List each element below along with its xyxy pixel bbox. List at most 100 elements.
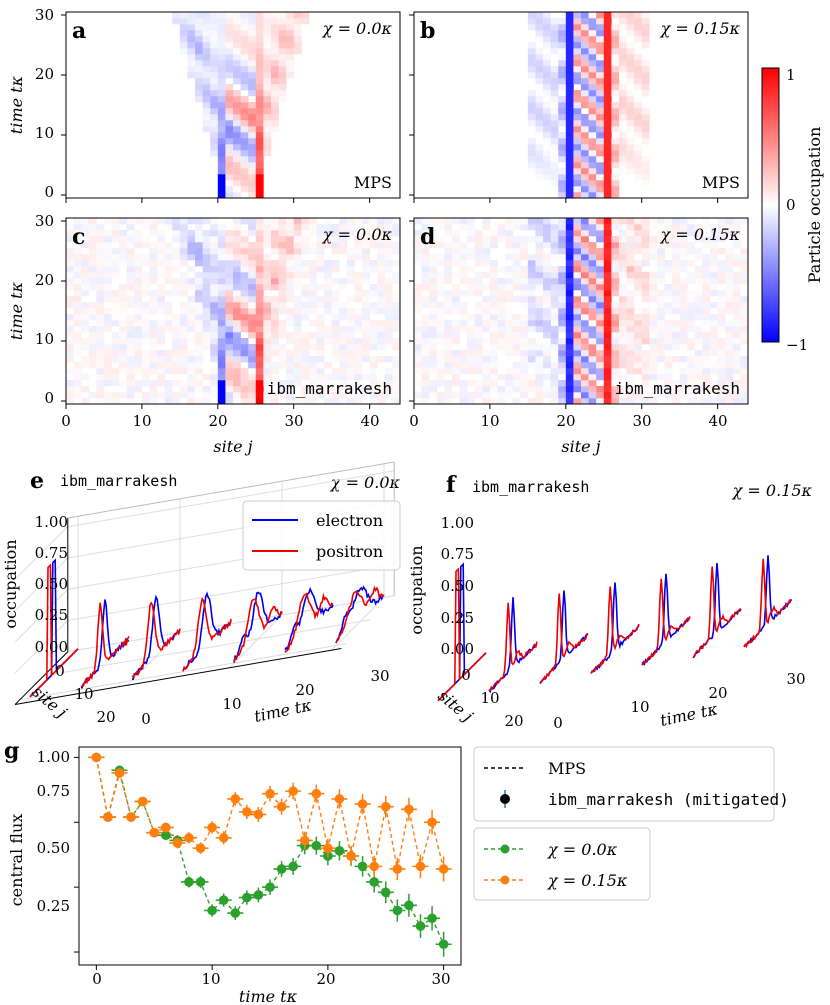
heatmap-cell <box>255 108 264 115</box>
heatmap-cell <box>429 386 438 393</box>
electron-trace <box>233 591 283 662</box>
heatmap-cell <box>581 296 589 303</box>
heatmap-cell <box>679 356 688 363</box>
heatmap-cell <box>248 230 257 237</box>
heatmap-cell <box>558 344 567 351</box>
heatmap-cell <box>588 332 597 339</box>
heatmap-cell <box>505 344 513 351</box>
heatmap-cell <box>725 398 734 405</box>
heatmap-cell <box>308 368 317 375</box>
heatmap-cell <box>103 230 112 237</box>
heatmap-cell <box>278 42 287 49</box>
heatmap-cell <box>672 290 680 297</box>
heatmap-cell <box>225 338 234 345</box>
heatmap-cell <box>195 320 203 327</box>
heatmap-cell <box>497 218 506 225</box>
heatmap-cell <box>187 66 196 73</box>
heatmap-cell <box>81 362 90 369</box>
electron-trace <box>488 597 538 694</box>
heatmap-cell <box>520 224 529 231</box>
heatmap-cell <box>270 42 279 49</box>
heatmap-cell <box>573 126 582 133</box>
heatmap-cell <box>664 308 673 315</box>
heatmap-cell <box>263 284 272 291</box>
heatmap-cell <box>444 326 453 333</box>
heatmap-cell <box>270 120 279 127</box>
heatmap-cell <box>603 192 612 199</box>
heatmap-cell <box>489 326 498 333</box>
heatmap-cell <box>596 314 605 321</box>
heatmap-cell <box>717 398 726 405</box>
heatmap-cell <box>217 278 226 285</box>
heatmap-cell <box>301 338 310 345</box>
heatmap-cell <box>179 260 188 267</box>
heatmap-cell <box>429 296 438 303</box>
legend-3d: electron positron <box>242 500 401 571</box>
heatmap-cell <box>603 84 612 91</box>
heatmap-cell <box>679 284 688 291</box>
heatmap-cell <box>384 326 393 333</box>
heatmap-cell <box>384 290 393 297</box>
heatmap-cell <box>331 314 340 321</box>
heatmap-cell <box>172 314 181 321</box>
heatmap-cell <box>558 180 567 187</box>
heatmap-cell <box>119 284 128 291</box>
heatmap-cell <box>73 230 82 237</box>
heatmap-cell <box>202 218 211 225</box>
heatmap-cell <box>603 174 612 181</box>
heatmap-cell <box>482 260 491 267</box>
heatmap-cell <box>119 320 128 327</box>
heatmap-cell <box>141 302 150 309</box>
heatmap-cell <box>362 386 370 393</box>
heatmap-cell <box>111 272 120 279</box>
heatmap-cell <box>286 48 295 55</box>
heatmap-cell <box>436 260 445 267</box>
heatmap-cell <box>187 380 196 387</box>
heatmap-cell <box>596 60 605 67</box>
heatmap-cell <box>474 278 483 285</box>
heatmap-cell <box>248 36 257 43</box>
heatmap-cell <box>611 30 620 37</box>
heatmap-cell <box>611 398 620 405</box>
heatmap-cell <box>611 120 620 127</box>
heatmap-cell <box>550 126 559 133</box>
heatmap-cell <box>596 96 605 103</box>
heatmap-cell <box>459 224 468 231</box>
heatmap-cell <box>187 302 196 309</box>
heatmap-cells-c <box>61 218 401 409</box>
heatmap-cell <box>634 272 643 279</box>
heatmap-cell <box>543 260 551 267</box>
heatmap-cell <box>573 156 582 163</box>
heatmap-cell <box>740 362 749 369</box>
flux-yticks: 0.50 0.75 1.00 0.25 <box>37 748 70 915</box>
heatmap-cell <box>520 368 529 375</box>
heatmap-cell <box>126 254 135 261</box>
heatmap-cell <box>603 260 612 267</box>
heatmap-cell <box>392 380 401 387</box>
heatmap-cell <box>362 332 370 339</box>
heatmap-cell <box>141 392 150 399</box>
heatmap-cell <box>505 338 513 345</box>
heatmap-cell <box>649 308 658 315</box>
heatmap-cell <box>656 266 665 273</box>
heatmap-cell <box>694 236 703 243</box>
heatmap-cell <box>157 308 165 315</box>
heatmap-cell <box>618 236 627 243</box>
heatmap-cell <box>103 326 112 333</box>
heatmap-cell <box>263 114 272 121</box>
heatmap-cell <box>96 332 105 339</box>
heatmap-cell <box>702 332 711 339</box>
heatmap-cell <box>596 272 605 279</box>
heatmap-cell <box>73 368 82 375</box>
heatmap-cell <box>263 36 272 43</box>
heatmap-cell <box>558 350 567 357</box>
heatmap-cell <box>497 374 506 381</box>
point-chi0 <box>380 887 391 898</box>
heatmap-cell <box>618 356 627 363</box>
heatmap-cell <box>732 326 741 333</box>
heatmap-cell <box>550 132 559 139</box>
heatmap-cell <box>187 356 196 363</box>
heatmap-cell <box>527 314 536 321</box>
heatmap-cell <box>535 18 544 25</box>
heatmap-cell <box>641 338 650 345</box>
